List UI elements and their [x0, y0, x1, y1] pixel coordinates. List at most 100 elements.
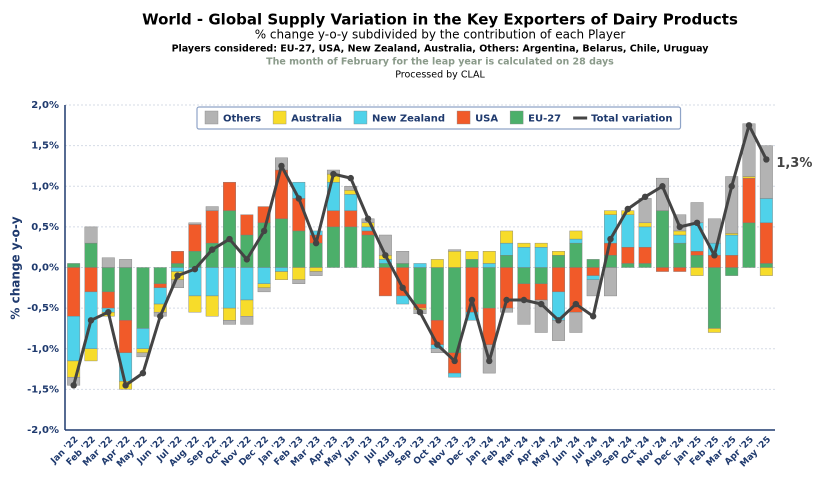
total-point	[139, 369, 147, 377]
bar-segment	[569, 238, 583, 244]
bar-segment	[153, 287, 167, 305]
bar-segment	[638, 198, 652, 224]
bar-segment	[67, 263, 81, 268]
bar-segment	[413, 263, 427, 268]
bar-segment	[552, 255, 565, 268]
bar-segment	[205, 267, 219, 297]
bar-segment	[223, 181, 236, 211]
bar-segment	[361, 230, 375, 236]
bar-segment	[188, 224, 202, 252]
bar-segment	[534, 267, 548, 284]
bar-segment	[205, 206, 219, 211]
bar-segment	[690, 255, 704, 268]
bar-segment	[344, 194, 358, 211]
bar-segment	[257, 287, 271, 293]
bar-segment	[465, 251, 479, 260]
y-tick-label: 2,0%	[31, 100, 59, 111]
total-point	[347, 174, 354, 182]
bar-segment	[240, 299, 254, 317]
bar-segment	[569, 230, 583, 240]
bar-segment	[101, 267, 115, 293]
total-point	[382, 252, 389, 259]
bar-segment	[171, 263, 184, 268]
y-tick-label: -1,0%	[27, 344, 59, 355]
total-point	[641, 193, 649, 201]
legend-swatch	[204, 110, 219, 125]
bar-segment	[448, 267, 462, 354]
legend-swatch	[272, 110, 287, 125]
total-point	[693, 219, 701, 227]
total-point	[520, 296, 528, 304]
bar-segment	[500, 230, 514, 244]
bar-segment	[67, 316, 81, 362]
bar-segment	[569, 242, 583, 268]
bar-segment	[430, 259, 444, 268]
bar-segment	[257, 283, 271, 289]
y-tick-label: 1,0%	[31, 181, 59, 192]
data-label: 1,3%	[776, 156, 812, 171]
bar-segment	[136, 328, 150, 349]
source-note: Processed by CLAL	[395, 70, 485, 81]
y-tick-label: 1,5%	[31, 141, 59, 152]
bar-segment	[119, 259, 133, 268]
bar-segment	[309, 242, 323, 268]
bar-segment	[690, 267, 704, 276]
bar-segment	[309, 271, 323, 276]
bar-segment	[84, 242, 98, 268]
total-point	[711, 252, 718, 259]
bar-segment	[101, 291, 115, 309]
bar-segment	[326, 210, 340, 228]
bar-segment	[153, 283, 167, 289]
total-point	[260, 227, 268, 235]
total-point	[226, 235, 233, 243]
bar-segment	[171, 279, 184, 289]
total-point	[364, 215, 372, 222]
total-point	[434, 341, 441, 348]
bar-segment	[309, 267, 323, 272]
bar-segment	[84, 267, 98, 293]
bar-segment	[673, 234, 687, 244]
bar-segment	[188, 295, 202, 313]
bar-segment	[136, 267, 150, 329]
bar-segment	[223, 320, 236, 325]
bar-segment	[344, 186, 358, 191]
bar-segment	[275, 218, 288, 268]
bar-segment	[309, 230, 323, 236]
bar-segment	[517, 267, 531, 284]
total-point	[503, 296, 510, 304]
bar-segment	[759, 263, 773, 268]
bar-segment	[604, 267, 617, 297]
bar-segment	[482, 267, 496, 309]
legend-label: USA	[475, 114, 498, 125]
bar-segment	[569, 311, 583, 333]
total-point	[70, 382, 77, 389]
bar-segment	[725, 176, 739, 234]
bar-segment	[119, 267, 133, 321]
bar-segment	[586, 267, 600, 276]
total-point	[122, 382, 129, 389]
y-tick-label: 0,0%	[31, 263, 59, 274]
bar-segment	[500, 255, 514, 268]
bar-segment	[725, 233, 739, 236]
bar-segment	[482, 263, 496, 268]
total-point	[105, 308, 112, 316]
bar-segment	[361, 234, 375, 268]
bar-segment	[673, 267, 687, 272]
bar-segment	[707, 328, 721, 333]
total-point	[451, 357, 458, 365]
total-point	[295, 195, 302, 202]
bar-segment	[240, 267, 254, 301]
bar-segment	[482, 307, 496, 345]
total-point	[572, 300, 580, 308]
y-tick-label: -2,0%	[27, 425, 59, 436]
total-point	[278, 162, 285, 170]
bar-segment	[465, 311, 479, 321]
bar-segment	[534, 242, 548, 248]
bar-segment	[344, 226, 358, 268]
bar-segment	[223, 307, 236, 321]
bar-segment	[742, 222, 756, 268]
bar-segment	[586, 259, 600, 268]
bar-segment	[742, 177, 756, 224]
bar-segment	[171, 251, 184, 264]
